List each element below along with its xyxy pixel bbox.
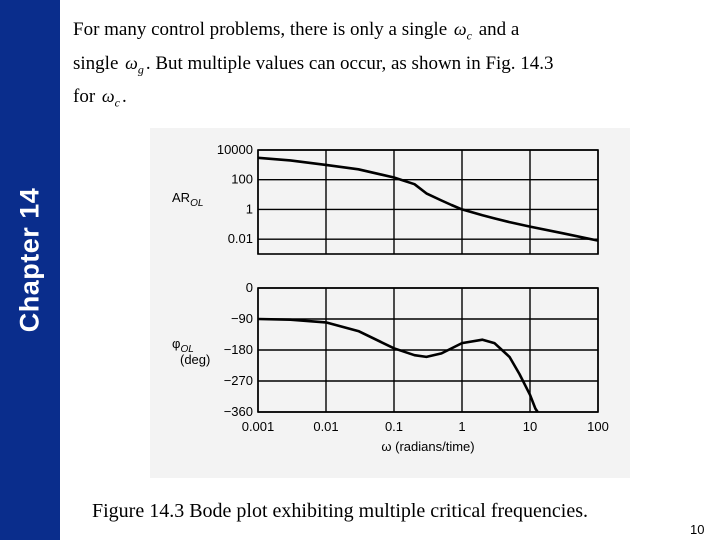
phase-angle-curve xyxy=(257,317,539,413)
x-tick-label: 0.01 xyxy=(313,419,338,434)
y-axis-label-main: φ xyxy=(172,336,180,351)
omega-c-symbol: ωc xyxy=(102,83,120,117)
omega-glyph: ω xyxy=(125,52,138,73)
x-axis-label: ω (radians/time) xyxy=(381,439,474,454)
y-tick-label: 10000 xyxy=(217,142,253,157)
x-tick-label: 10 xyxy=(523,419,537,434)
bode-plot-figure: 10000 100 1 0.01 AROL 0 −90 −180 −270 −360 φOL (deg… xyxy=(150,128,630,478)
y-axis-label-subscript: OL xyxy=(180,344,193,355)
omega-glyph: ω xyxy=(453,19,467,39)
intro-part1: For many control problems, there is only… xyxy=(73,19,448,40)
panel-frame xyxy=(257,149,599,255)
y-axis-label: AROL xyxy=(172,190,203,209)
y-axis-unit-label: (deg) xyxy=(180,352,210,367)
omega-subscript: c xyxy=(466,28,472,43)
x-tick-label: 100 xyxy=(587,419,609,434)
y-tick-label: 100 xyxy=(231,172,253,187)
y-tick-label: −180 xyxy=(224,342,253,357)
y-tick-label: −360 xyxy=(224,404,253,419)
x-tick-label: 0.001 xyxy=(242,419,275,434)
y-tick-label: 0 xyxy=(246,280,253,295)
omega-c-symbol: ωc xyxy=(454,16,472,50)
intro-text: For many control problems, there is only… xyxy=(73,16,693,117)
omega-g-symbol: ωg xyxy=(125,50,144,84)
y-axis-label-main: AR xyxy=(172,190,190,205)
y-tick-label: −90 xyxy=(231,311,253,326)
omega-subscript: g xyxy=(137,62,144,77)
y-axis-label: φOL xyxy=(172,336,194,355)
omega-glyph: ω xyxy=(101,86,115,107)
intro-part6: . xyxy=(121,86,127,108)
x-tick-label: 0.1 xyxy=(385,419,403,434)
panel-frame xyxy=(257,287,599,413)
intro-part3: single xyxy=(73,52,119,74)
x-tick-label: 1 xyxy=(458,419,465,434)
intro-part2: and a xyxy=(478,19,520,40)
slide-number: 10 xyxy=(690,522,705,537)
y-tick-label: 0.01 xyxy=(228,231,253,246)
figure-caption: Figure 14.3 Bode plot exhibiting multipl… xyxy=(92,500,588,522)
chapter-sidebar: Chapter 14 xyxy=(0,0,60,540)
y-tick-label: 1 xyxy=(246,201,253,216)
amplitude-ratio-curve xyxy=(257,156,599,242)
y-tick-label: −270 xyxy=(224,373,253,388)
intro-part4: . But multiple values can occur, as show… xyxy=(145,52,554,74)
y-axis-label-subscript: OL xyxy=(190,198,203,209)
intro-part5: for xyxy=(73,86,96,108)
bode-plot-svg: 1000010010.01AROL0−90−180−270−360φOL(deg… xyxy=(172,142,609,454)
omega-subscript: c xyxy=(114,95,120,110)
chapter-label: Chapter 14 xyxy=(14,187,45,333)
